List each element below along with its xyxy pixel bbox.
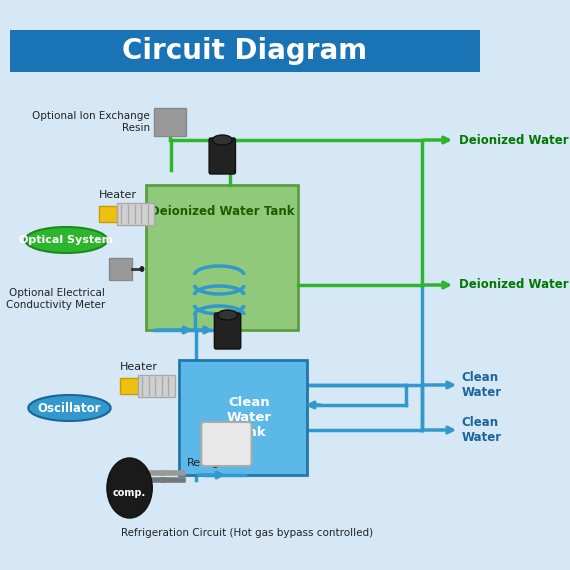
- Text: Refrigeration Circuit (Hot gas bypass controlled): Refrigeration Circuit (Hot gas bypass co…: [121, 528, 373, 538]
- Ellipse shape: [218, 310, 238, 320]
- Text: Optional Electrical
Conductivity Meter: Optional Electrical Conductivity Meter: [6, 288, 105, 310]
- Bar: [10, 30, 480, 72]
- Text: Refrigerant: Refrigerant: [188, 458, 250, 468]
- Ellipse shape: [28, 395, 111, 421]
- Bar: [146, 185, 299, 330]
- Text: Circuit Diagram: Circuit Diagram: [123, 37, 368, 65]
- Text: Heater: Heater: [99, 190, 137, 200]
- Ellipse shape: [25, 227, 107, 253]
- Text: Optical System: Optical System: [19, 235, 113, 245]
- Ellipse shape: [213, 135, 232, 145]
- FancyBboxPatch shape: [209, 138, 235, 174]
- Text: Deionized Water Tank: Deionized Water Tank: [150, 205, 295, 218]
- Circle shape: [140, 266, 144, 272]
- Bar: [109, 258, 132, 280]
- Text: Heater: Heater: [120, 362, 158, 372]
- FancyBboxPatch shape: [201, 422, 251, 466]
- Text: Clean
Water: Clean Water: [462, 371, 502, 399]
- Bar: [154, 108, 186, 136]
- Text: Clean
Water: Clean Water: [462, 416, 502, 444]
- Text: Deionized Water: Deionized Water: [459, 279, 569, 291]
- Bar: [99, 206, 117, 222]
- Ellipse shape: [107, 458, 152, 518]
- Text: Optional Ion Exchange
Resin: Optional Ion Exchange Resin: [32, 111, 150, 133]
- Bar: [179, 360, 307, 475]
- FancyBboxPatch shape: [214, 313, 241, 349]
- Text: Oscillator: Oscillator: [38, 401, 101, 414]
- Text: comp.: comp.: [113, 488, 146, 498]
- Bar: [120, 378, 138, 394]
- Text: Clean
Water
Tank: Clean Water Tank: [227, 396, 272, 439]
- Bar: [117, 203, 154, 225]
- Bar: [138, 375, 175, 397]
- Text: Deionized Water: Deionized Water: [459, 133, 569, 146]
